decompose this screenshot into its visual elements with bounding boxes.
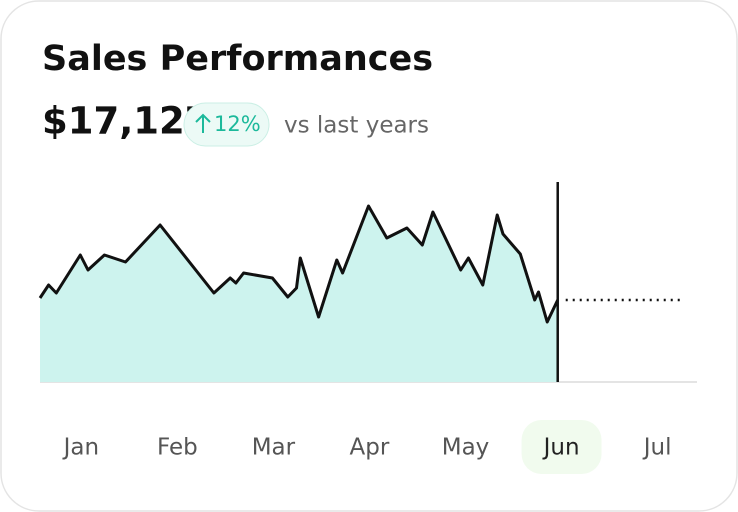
x-tick-label: Feb [157,435,198,461]
comparison-text: vs last years [284,113,429,139]
x-tick-label: Mar [252,435,296,461]
arrow-up-icon [195,113,211,133]
x-tick-label: Apr [350,435,390,461]
x-tick-label: Jul [642,435,672,461]
line [38,204,560,324]
x-tick-label: May [442,435,490,461]
chart-title: Sales Performances [42,39,433,79]
change-value: 12% [214,112,261,136]
headline: $17,127 [42,100,211,143]
selected-month-bg [521,420,602,474]
change-badge [183,102,270,147]
area [40,206,558,382]
x-tick-label: Jun [542,435,580,461]
x-tick-label: Jan [62,435,99,461]
